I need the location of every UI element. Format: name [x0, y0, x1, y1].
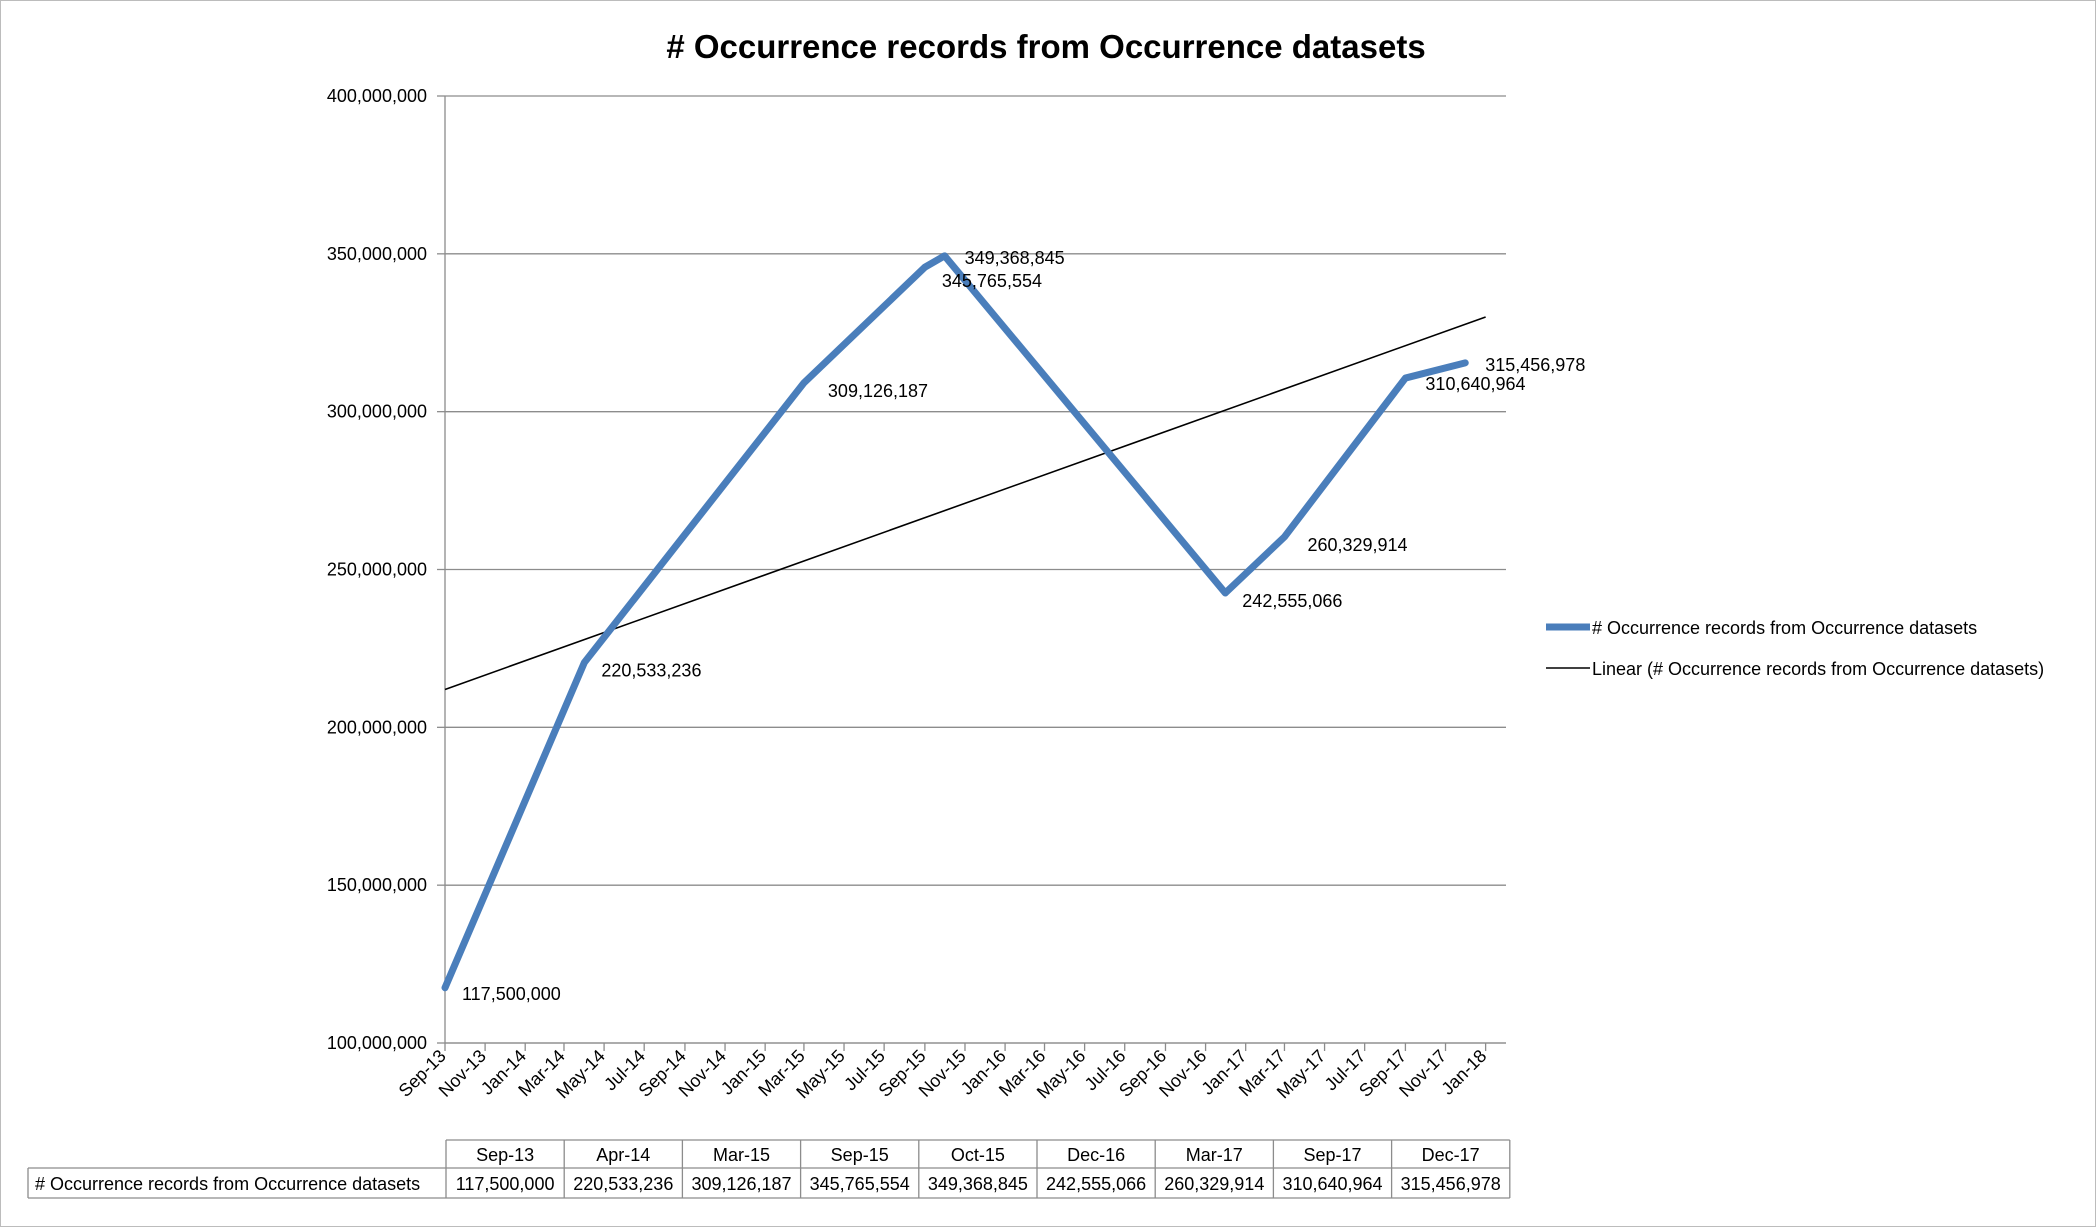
series-line	[441, 252, 1469, 992]
table-header-cell: Mar-15	[713, 1145, 770, 1165]
data-labels: 117,500,000 220,533,236 309,126,187 345,765…	[462, 248, 1585, 1004]
y-tick-label: 400,000,000	[327, 86, 427, 106]
x-axis: Sep-13Nov-13Jan-14Mar-14May-14Jul-14Sep-…	[395, 1042, 1506, 1102]
data-label: 310,640,964	[1425, 374, 1525, 394]
table-cell: 309,126,187	[691, 1174, 791, 1194]
y-tick-label: 350,000,000	[327, 244, 427, 264]
data-point	[444, 986, 446, 989]
y-tick-label: 300,000,000	[327, 402, 427, 422]
table-cell: 345,765,554	[810, 1174, 910, 1194]
data-point	[943, 254, 946, 257]
x-tick-label: Jan-18	[1437, 1046, 1490, 1099]
data-point	[1404, 377, 1407, 380]
legend-label-series: # Occurrence records from Occurrence dat…	[1592, 618, 1977, 638]
table-cell: 349,368,845	[928, 1174, 1028, 1194]
data-label: 309,126,187	[828, 381, 928, 401]
data-point	[802, 381, 805, 384]
data-label: 242,555,066	[1242, 591, 1342, 611]
chart-title: # Occurrence records from Occurrence dat…	[666, 28, 1425, 65]
table-header-cell: Sep-17	[1303, 1145, 1361, 1165]
table-cell: 310,640,964	[1282, 1174, 1382, 1194]
table-header-cell: Sep-13	[476, 1145, 534, 1165]
y-tick-label: 200,000,000	[327, 717, 427, 737]
table-header-cell: Mar-17	[1186, 1145, 1243, 1165]
legend: # Occurrence records from Occurrence dat…	[1546, 618, 2044, 679]
series-line-occurrence	[441, 252, 1469, 992]
table-cell: 220,533,236	[573, 1174, 673, 1194]
y-axis: 100,000,000 150,000,000 200,000,000 250,000…	[327, 86, 446, 1053]
table-cell: 117,500,000	[456, 1174, 555, 1194]
table-cell: 242,555,066	[1046, 1174, 1146, 1194]
trendline	[444, 316, 1486, 691]
y-tick-label: 150,000,000	[327, 875, 427, 895]
data-point	[1283, 535, 1286, 538]
table-header-cell: Dec-17	[1422, 1145, 1480, 1165]
y-tick-label: 250,000,000	[327, 560, 427, 580]
table-cell: 260,329,914	[1164, 1174, 1264, 1194]
trendline-linear	[444, 316, 1486, 691]
data-point	[1464, 361, 1467, 364]
data-point	[923, 266, 926, 269]
y-tick-label: 100,000,000	[327, 1033, 427, 1053]
data-label: 260,329,914	[1307, 535, 1407, 555]
table-header-cell: Oct-15	[951, 1145, 1005, 1165]
data-point	[583, 661, 586, 664]
data-point	[1224, 592, 1227, 595]
data-label: 349,368,845	[965, 248, 1065, 268]
data-table: # Occurrence records from Occurrence dat…	[27, 1139, 1511, 1199]
table-cell: 315,456,978	[1401, 1174, 1501, 1194]
data-label: 345,765,554	[942, 271, 1042, 291]
table-header-cell: Apr-14	[596, 1145, 650, 1165]
data-label: 220,533,236	[601, 661, 701, 681]
data-label: 117,500,000	[462, 984, 561, 1004]
table-header-cell: Sep-15	[831, 1145, 889, 1165]
table-row-label: # Occurrence records from Occurrence dat…	[35, 1174, 420, 1194]
legend-label-trendline: Linear (# Occurrence records from Occurr…	[1592, 659, 2044, 679]
gridlines	[445, 95, 1506, 1044]
table-header-cell: Dec-16	[1067, 1145, 1125, 1165]
data-label: 315,456,978	[1485, 355, 1585, 375]
